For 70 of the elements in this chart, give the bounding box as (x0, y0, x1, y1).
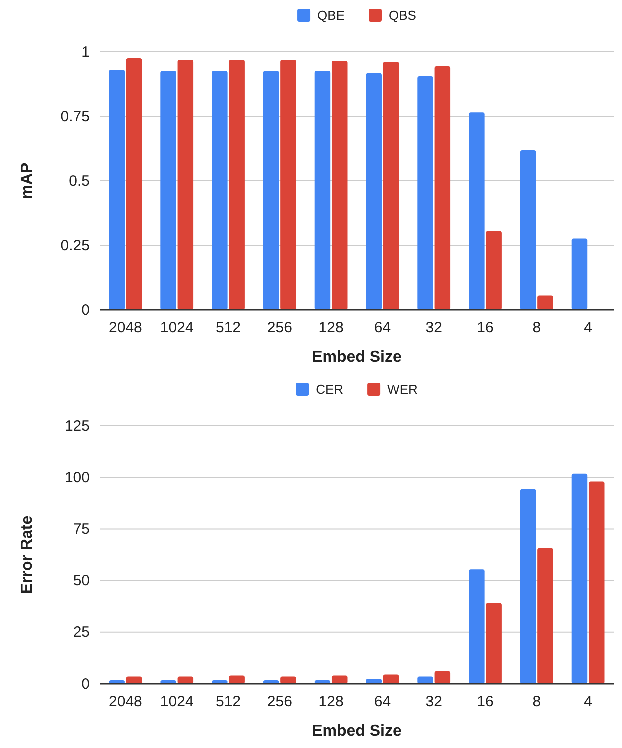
x-tick-label: 128 (318, 694, 344, 711)
x-tick-label: 256 (267, 694, 292, 711)
y-tick-label: 0 (82, 676, 90, 693)
bar (126, 58, 142, 310)
bar (418, 76, 434, 310)
x-tick-label: 128 (318, 320, 344, 337)
bar (572, 238, 588, 310)
x-tick-label: 4 (584, 320, 592, 337)
x-tick-label: 256 (267, 320, 292, 337)
bar (469, 570, 485, 684)
bar (538, 296, 554, 310)
bar (418, 676, 434, 684)
x-tick-label: 16 (477, 320, 494, 337)
bar (434, 66, 451, 310)
bar (366, 73, 382, 310)
bar (332, 61, 348, 310)
bar (280, 60, 296, 310)
x-tick-label: 4 (584, 694, 592, 711)
bar (263, 71, 280, 310)
y-tick-label: 50 (73, 572, 90, 590)
bar (109, 70, 126, 310)
x-tick-label: 32 (426, 694, 442, 711)
y-tick-label: 0.5 (69, 172, 90, 190)
legend-label: QBS (389, 8, 417, 23)
bar (314, 71, 331, 310)
x-tick-label: 64 (374, 694, 392, 711)
x-tick-label: 16 (477, 694, 494, 711)
y-axis-title: mAP (19, 162, 36, 200)
bar (178, 60, 194, 310)
x-tick-label: 8 (532, 694, 542, 711)
x-tick-label: 64 (374, 320, 392, 337)
bar (280, 676, 296, 684)
bar (486, 603, 502, 684)
y-tick-label: 25 (73, 624, 90, 642)
legend-label: CER (316, 382, 344, 397)
bar (520, 489, 536, 684)
bar (538, 548, 554, 684)
legend-label: WER (388, 382, 418, 397)
bar (212, 71, 228, 310)
x-tick-label: 32 (426, 320, 442, 337)
bar (160, 71, 176, 310)
y-tick-label: 125 (64, 418, 90, 435)
bar (434, 671, 451, 684)
bar (588, 482, 605, 684)
bar (486, 231, 502, 310)
y-tick-label: 0.75 (60, 108, 90, 126)
bar (332, 676, 348, 684)
bar (383, 674, 400, 684)
x-tick-label: 1024 (160, 694, 194, 711)
bar (469, 112, 485, 310)
y-tick-label: 100 (64, 469, 90, 486)
x-tick-label: 512 (216, 320, 242, 337)
y-tick-label: 0 (82, 302, 90, 319)
legend-label: QBE (318, 8, 346, 23)
x-axis-title: Embed Size (312, 349, 402, 366)
y-tick-label: 1 (82, 44, 90, 61)
bar (572, 474, 588, 684)
y-tick-label: 75 (73, 521, 90, 538)
y-tick-label: 0.25 (60, 237, 90, 254)
y-axis-title: Error Rate (19, 516, 36, 594)
x-tick-label: 2048 (109, 320, 142, 337)
x-tick-label: 512 (216, 694, 242, 711)
x-tick-label: 2048 (109, 694, 142, 711)
bar (520, 150, 536, 310)
bar (229, 676, 245, 684)
x-axis-title: Embed Size (312, 723, 402, 740)
bar (229, 60, 245, 310)
bar (383, 62, 400, 310)
x-tick-label: 8 (532, 320, 542, 337)
x-tick-label: 1024 (160, 320, 194, 337)
